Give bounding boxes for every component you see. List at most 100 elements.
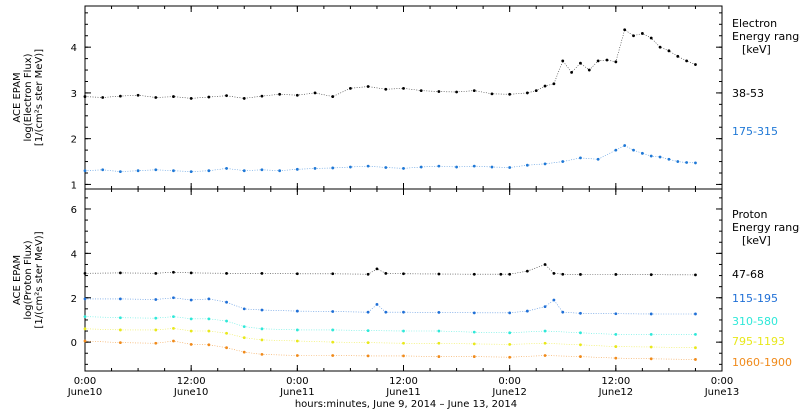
y-axis-label: [1/(cm²s ster MeV)] xyxy=(34,49,45,146)
data-point xyxy=(295,339,299,343)
data-point xyxy=(384,271,388,275)
data-point xyxy=(118,170,122,174)
y-tick-label: 2 xyxy=(71,294,77,305)
data-point xyxy=(499,272,503,276)
data-point xyxy=(313,167,317,170)
series-175-315 xyxy=(83,144,697,174)
data-point xyxy=(543,329,547,333)
data-point xyxy=(667,157,671,161)
x-axis-label: hours:minutes, June 9, 2014 – June 13, 2… xyxy=(295,399,517,410)
data-point xyxy=(207,317,211,321)
data-point xyxy=(101,168,105,172)
data-point xyxy=(260,338,264,342)
data-point xyxy=(543,305,547,309)
data-point xyxy=(331,328,335,332)
data-point xyxy=(437,355,441,358)
data-point xyxy=(649,357,653,361)
data-point xyxy=(614,345,618,348)
data-point xyxy=(640,32,644,35)
data-point xyxy=(614,356,618,360)
data-point xyxy=(154,298,158,301)
series-1060-1900 xyxy=(83,339,697,361)
data-point xyxy=(295,167,299,171)
data-point xyxy=(694,346,697,350)
data-point xyxy=(172,326,175,330)
data-point xyxy=(419,165,423,169)
data-point xyxy=(260,94,264,98)
data-point xyxy=(694,332,697,336)
data-point xyxy=(83,271,87,275)
data-point xyxy=(225,346,228,350)
data-point xyxy=(295,93,299,97)
data-point xyxy=(676,54,680,58)
data-point xyxy=(242,307,246,311)
data-point xyxy=(508,92,512,96)
data-point xyxy=(260,168,264,172)
data-point xyxy=(579,273,582,276)
data-point xyxy=(83,327,87,331)
data-point xyxy=(189,97,193,100)
data-point xyxy=(136,93,140,97)
data-point xyxy=(172,270,175,274)
data-point xyxy=(543,341,547,345)
data-point xyxy=(437,272,441,276)
data-point xyxy=(375,267,379,271)
data-point xyxy=(649,345,653,349)
data-point xyxy=(490,165,494,169)
y-tick-label: 0 xyxy=(71,338,77,349)
data-point xyxy=(614,148,618,152)
legend-title: [keV] xyxy=(742,43,771,56)
data-point xyxy=(331,166,335,170)
data-point xyxy=(242,169,246,173)
data-point xyxy=(437,164,441,168)
data-point xyxy=(366,341,370,344)
y-axis-label: log(Proton Flux) xyxy=(23,240,34,319)
data-point xyxy=(366,272,370,276)
data-point xyxy=(455,90,458,94)
y-tick-label: 6 xyxy=(71,205,77,216)
data-point xyxy=(260,271,264,275)
data-point xyxy=(242,325,246,329)
data-point xyxy=(623,28,627,32)
legend-entry: 115-195 xyxy=(732,292,778,305)
legend-title: [keV] xyxy=(742,234,771,247)
data-point xyxy=(649,273,653,277)
legend-entry: 47-68 xyxy=(732,268,764,281)
data-point xyxy=(331,354,335,357)
data-point xyxy=(225,271,228,275)
data-point xyxy=(605,58,609,62)
data-point xyxy=(207,329,211,333)
panel-electron: 1 2 3 4 ACE EPAM log(Electron Flux) [1/(cm²s s… xyxy=(12,5,800,191)
legend-entry: 175-315 xyxy=(732,125,778,138)
data-point xyxy=(402,329,405,333)
data-point xyxy=(508,331,512,335)
data-point xyxy=(419,89,423,93)
data-point xyxy=(437,90,441,93)
data-point xyxy=(508,272,512,276)
y-tick-label: 4 xyxy=(71,43,77,54)
data-point xyxy=(207,169,211,173)
data-point xyxy=(260,327,264,331)
data-point xyxy=(242,336,246,340)
data-point xyxy=(694,161,697,165)
data-point xyxy=(402,86,405,90)
data-point xyxy=(295,354,299,357)
x-tick-date-label: June11 xyxy=(279,387,315,398)
data-point xyxy=(225,319,228,323)
x-tick-date-label: June12 xyxy=(598,387,634,398)
data-point xyxy=(118,271,122,275)
data-point xyxy=(623,144,627,147)
data-point xyxy=(667,49,671,53)
panel-proton: 0 2 4 6 ACE EPAM log(Proton Flux) [1/(cm²s ste… xyxy=(12,188,800,372)
legend-entry: 310-580 xyxy=(732,315,778,328)
data-point xyxy=(225,94,228,98)
data-point xyxy=(694,358,697,361)
y-tick-label: 1 xyxy=(71,180,77,191)
data-point xyxy=(154,328,158,332)
legend-entry: 38-53 xyxy=(732,87,764,100)
data-point xyxy=(278,92,282,96)
data-point xyxy=(543,162,547,166)
data-point xyxy=(649,154,653,158)
